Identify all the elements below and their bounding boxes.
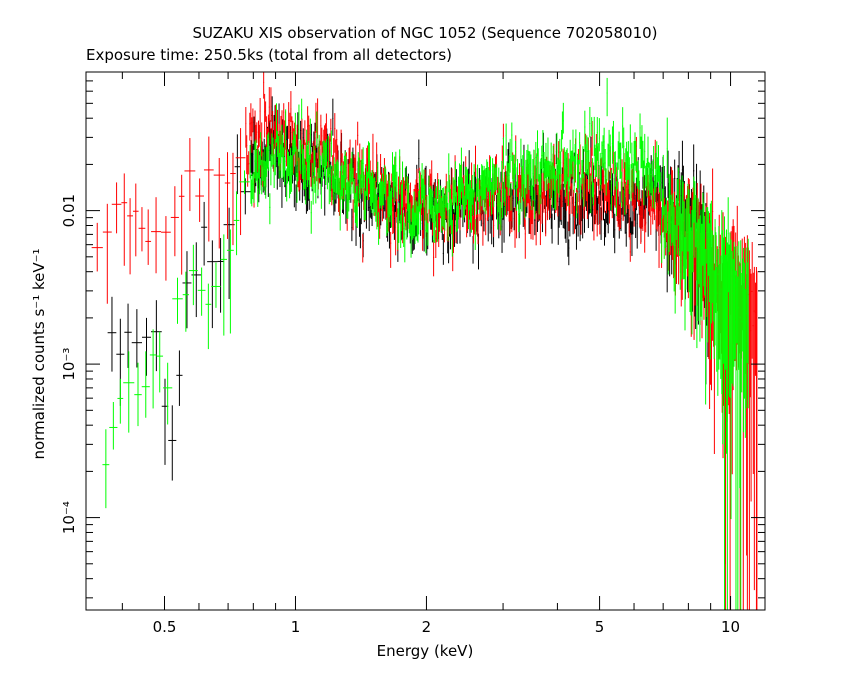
chart-subtitle: Exposure time: 250.5ks (total from all d…	[86, 46, 452, 64]
axis-ticks: 0.5 1 2 5 10 10⁻⁴ 10⁻³ 0.01	[60, 72, 765, 636]
y-tick-label: 10⁻³	[60, 348, 78, 381]
plot-frame	[85, 71, 766, 611]
x-tick-label: 5	[595, 618, 605, 636]
y-tick-label: 0.01	[60, 194, 78, 227]
y-tick-label: 10⁻⁴	[60, 501, 78, 534]
x-axis-label: Energy (keV)	[377, 642, 474, 660]
y-axis-label: normalized counts s⁻¹ keV⁻¹	[30, 248, 48, 459]
x-tick-label: 0.5	[153, 618, 177, 636]
data-layer	[91, 72, 758, 610]
series-2	[102, 77, 749, 610]
chart-title: SUZAKU XIS observation of NGC 1052 (Sequ…	[192, 24, 657, 42]
x-tick-label: 10	[721, 618, 740, 636]
x-tick-label: 1	[291, 618, 301, 636]
x-tick-label: 2	[422, 618, 432, 636]
